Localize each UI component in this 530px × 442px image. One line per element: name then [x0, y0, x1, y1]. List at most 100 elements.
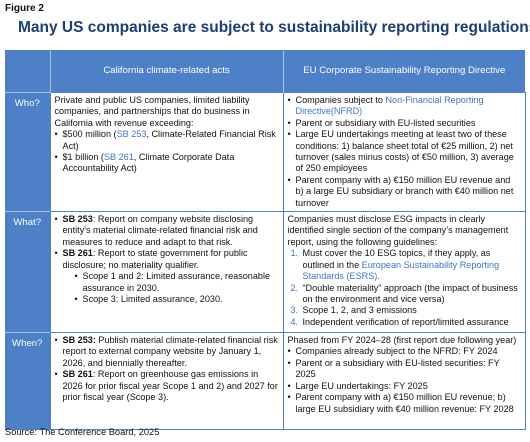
bullet: • — [287, 357, 291, 368]
text: Parent or subsidiary with EU-listed secu… — [295, 117, 476, 128]
paragraph-text: Companies must disclose ESG impacts in c… — [288, 214, 521, 248]
cell: Companies must disclose ESG impacts in c… — [282, 211, 526, 334]
paragraph: 4. Independent verification of report/lim… — [288, 317, 521, 328]
paragraph-text: Scope 1 and 2: Limited assurance, reason… — [83, 271, 279, 294]
paragraph: • Parent or a subsidiary with EU-listed s… — [288, 358, 521, 381]
paragraph-text: “Double materiality” approach (the impac… — [303, 283, 521, 306]
cell: Phased from FY 2024–28 (first report due… — [282, 332, 526, 431]
text: Scope 1 and 2: Limited assurance, reason… — [82, 271, 271, 293]
paragraph: Private and public US companies, limited… — [55, 95, 279, 129]
text: Parent company with a) €150 million EU r… — [295, 174, 514, 208]
paragraph: • Large EU undertakings meeting at least … — [288, 129, 521, 175]
paragraph: • Scope 1 and 2: Limited assurance, reaso… — [55, 271, 279, 294]
cell: • SB 253: Report on company website discl… — [49, 211, 284, 334]
paragraph: 3. Scope 1, 2, and 3 emissions — [288, 305, 521, 316]
bullet: • — [54, 129, 58, 140]
table: California climate-related acts EU Corpor… — [5, 50, 526, 431]
text: Parent or a subsidiary with EU-listed se… — [295, 357, 500, 380]
text: : Report on company website disclosing e… — [62, 214, 258, 247]
paragraph-text: SB 253: Report on company website disclo… — [63, 214, 279, 248]
bullet: • — [54, 369, 58, 380]
bullet: • — [287, 174, 291, 185]
bullet: • — [74, 271, 78, 282]
bullet: • — [287, 346, 291, 357]
text: Large EU undertakings: FY 2025 — [295, 380, 428, 391]
cell: • SB 253: Publish material climate-relate… — [49, 332, 284, 431]
list-number: 2. — [290, 282, 299, 293]
paragraph-text: Parent company with a) €150 million EU r… — [296, 392, 521, 415]
paragraph-text: $1 billion (SB 261, Climate Corporate Da… — [63, 152, 279, 175]
list-number: 3. — [290, 305, 299, 316]
bullet: • — [287, 380, 291, 391]
column-header: EU Corporate Sustainability Reporting Di… — [282, 50, 525, 93]
cell: • Companies subject to Non-Financial Repo… — [282, 91, 526, 213]
bullet: • — [54, 152, 58, 163]
bullet: • — [54, 335, 58, 346]
column-header: California climate-related acts — [49, 50, 283, 93]
text: “Double materiality” approach (the impac… — [302, 282, 518, 304]
row-label: When? — [5, 332, 50, 430]
row: When? • SB 253: Publish material climate-r… — [5, 332, 526, 431]
paragraph: 1. Must cover the 10 ESG topics, if they … — [288, 248, 521, 282]
paragraph: Phased from FY 2024–28 (first report due… — [288, 335, 521, 346]
paragraph: 2. “Double materiality” approach (the imp… — [288, 283, 521, 306]
paragraph: • Scope 3: Limited assurance, 2030. — [55, 294, 279, 305]
paragraph: Companies must disclose ESG impacts in c… — [288, 214, 521, 248]
paragraph-text: Companies already subject to the NFRD: F… — [296, 346, 498, 357]
corner — [5, 50, 50, 93]
paragraph-text: Parent company with a) €150 million EU r… — [296, 175, 521, 209]
paragraph-text: Parent or subsidiary with EU-listed secu… — [296, 118, 476, 129]
text: Large EU undertakings meeting at least t… — [295, 129, 514, 174]
bullet: • — [54, 214, 58, 225]
paragraph: • SB 261: Report on greenhouse gas emissi… — [55, 369, 279, 403]
link-text: SB 253 — [116, 129, 147, 140]
text: SB 253: — [62, 335, 96, 346]
text: Must cover the 10 ESG topics, if they ap… — [302, 248, 491, 270]
bullet: • — [287, 117, 291, 128]
text: Scope 3: Limited assurance, 2030. — [82, 293, 223, 304]
paragraph-text: $500 million (SB 253, Climate-Related Fi… — [63, 129, 279, 152]
text: Private and public US companies, limited… — [54, 95, 250, 128]
title: Many US companies are subject to sustain… — [18, 19, 530, 36]
source: Source: The Conference Board, 2025 — [5, 427, 160, 437]
paragraph: • Parent company with a) €150 million EU … — [288, 392, 521, 415]
paragraph-text: Large EU undertakings meeting at least t… — [296, 129, 521, 175]
paragraph-text: Scope 1, 2, and 3 emissions — [303, 305, 417, 316]
row: What? • SB 253: Report on company website … — [5, 211, 526, 334]
paragraph-text: Scope 3: Limited assurance, 2030. — [83, 294, 223, 305]
cell: Private and public US companies, limited… — [49, 91, 284, 213]
paragraph: • Parent or subsidiary with EU-listed sec… — [288, 118, 521, 129]
text: Phased from FY 2024–28 (first report due… — [287, 335, 517, 346]
text: Companies subject to — [295, 95, 386, 105]
text: , Climate-Related Financial Risk Act) — [62, 129, 276, 151]
text: SB 261 — [62, 248, 93, 259]
text: SB 253 — [62, 214, 93, 225]
paragraph: • SB 253: Publish material climate-relate… — [55, 335, 279, 369]
text: Independent verification of report/limit… — [302, 316, 509, 327]
paragraph-text: Companies subject to Non-Financial Repor… — [296, 95, 521, 118]
text: Scope 1, 2, and 3 emissions — [302, 305, 417, 316]
text: Publish material climate-related financi… — [62, 335, 278, 368]
paragraph: • Parent company with a) €150 million EU … — [288, 175, 521, 209]
link-text: European Sustainability Reporting Standa… — [302, 259, 500, 282]
row-label: Who? — [5, 91, 50, 212]
paragraph: • $500 million (SB 253, Climate-Related F… — [55, 129, 279, 152]
text: : Report to state government for public … — [62, 248, 248, 270]
paragraph: • $1 billion (SB 261, Climate Corporate D… — [55, 152, 279, 175]
bullet: • — [287, 95, 291, 105]
row: Who? Private and public US companies, lim… — [5, 91, 526, 213]
text: Companies already subject to the NFRD: F… — [295, 346, 498, 357]
bullet: • — [74, 293, 78, 304]
text: $1 billion ( — [62, 152, 104, 163]
text: Parent company with a) €150 million EU r… — [295, 392, 514, 414]
paragraph-text: Independent verification of report/limit… — [303, 317, 509, 328]
paragraph-text: SB 253: Publish material climate-related… — [63, 335, 279, 369]
paragraph: • Companies already subject to the NFRD: … — [288, 346, 521, 357]
text: , Climate Corporate Data Accountability … — [62, 152, 235, 174]
paragraph-text: Parent or a subsidiary with EU-listed se… — [296, 358, 521, 381]
figure-label: Figure 2 — [5, 3, 44, 14]
paragraph: • Large EU undertakings: FY 2025 — [288, 381, 521, 392]
bullet: • — [287, 392, 291, 403]
link-text: Non-Financial Reporting Directive(NFRD) — [295, 95, 484, 117]
